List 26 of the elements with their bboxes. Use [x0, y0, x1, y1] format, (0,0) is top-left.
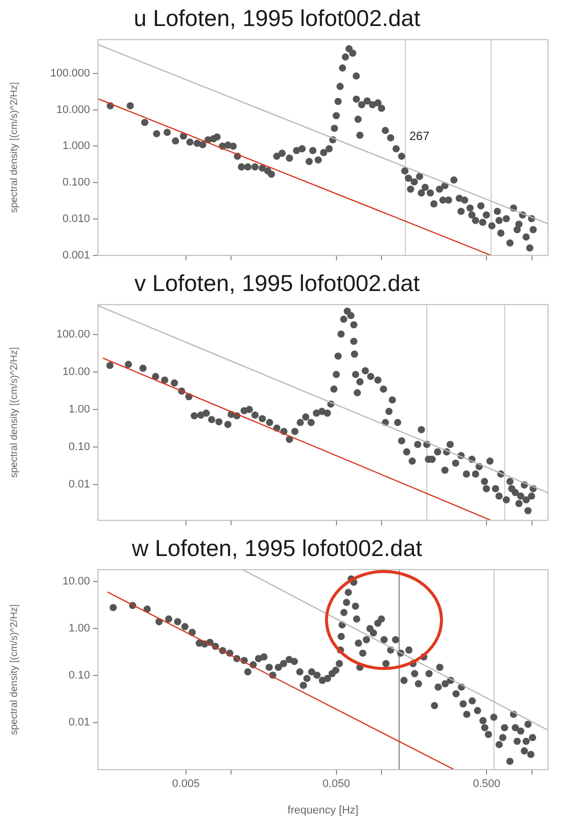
chart-title: u Lofoten, 1995 lofot002.dat	[134, 5, 421, 32]
y-tick-label: 10.000	[56, 104, 90, 116]
annotation: 267	[409, 129, 430, 144]
x-tick-label: 0.005	[172, 778, 200, 790]
y-tick-label: 0.01	[68, 478, 90, 491]
y-tick-label: 100.000	[50, 67, 90, 80]
y-tick-label: 10.00	[62, 366, 90, 378]
y-tick-label: 10.00	[62, 576, 90, 588]
y-tick-label: 0.10	[68, 441, 90, 454]
y-axis-title: spectral density [(cm/s)^2/Hz]	[8, 346, 20, 478]
y-tick-label: 1.000	[62, 140, 90, 152]
y-tick-label: 1.00	[68, 404, 90, 416]
y-tick-label: 100.00	[56, 328, 90, 341]
x-tick-label: 0.050	[322, 778, 350, 790]
y-tick-label: 1.00	[68, 622, 90, 635]
y-axis-title: spectral density [(cm/s)^2/Hz]	[8, 604, 20, 736]
y-tick-label: 0.010	[62, 213, 90, 226]
chart-title: v Lofoten, 1995 lofot002.dat	[134, 270, 420, 296]
y-tick-label: 0.10	[68, 670, 90, 682]
chart-title: w Lofoten, 1995 lofot002.dat	[130, 535, 423, 562]
y-axis-title: spectral density [(cm/s)^2/Hz]	[8, 82, 20, 213]
y-tick-label: 0.01	[68, 716, 90, 729]
y-tick-label: 0.100	[62, 176, 90, 189]
y-tick-label: 0.001	[62, 249, 90, 262]
x-axis-title: frequency [Hz]	[288, 804, 358, 816]
x-tick-label: 0.500	[472, 778, 500, 790]
